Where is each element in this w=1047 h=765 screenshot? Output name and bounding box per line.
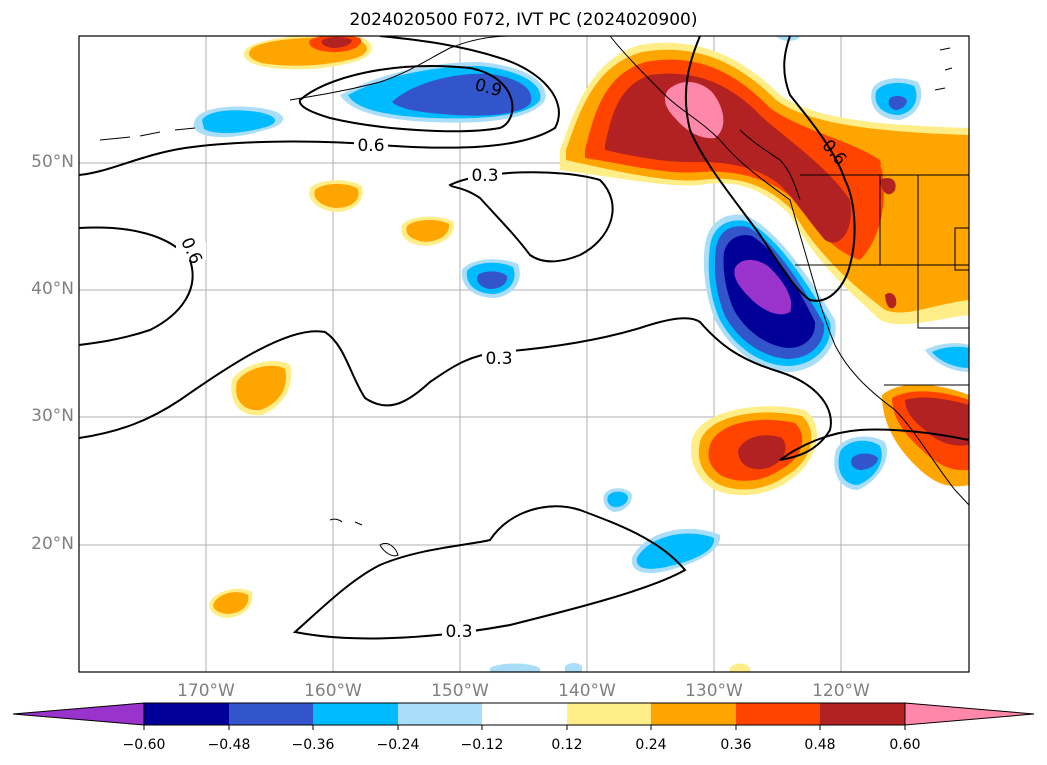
colorbar-frame <box>143 702 906 726</box>
contour-lines <box>79 36 969 640</box>
longitude-label: 160°W <box>304 681 362 701</box>
colorbar-bin <box>398 703 482 725</box>
contour-0.9-north <box>298 65 514 133</box>
colorbar-tick-label: −0.36 <box>291 737 335 753</box>
positive-anomaly-subtropical <box>690 406 817 496</box>
colorbar-tick-label: 0.24 <box>635 737 667 753</box>
negative-anomaly-small <box>193 36 969 672</box>
contour-0.6-pnw <box>684 36 856 302</box>
longitude-label: 140°W <box>558 681 616 701</box>
colorbar <box>12 702 1035 730</box>
contour-0.3-low <box>292 505 687 640</box>
contour-0.3-central <box>448 171 614 263</box>
colorbar-bin <box>820 703 905 725</box>
colorbar-tick-label: −0.24 <box>376 737 420 753</box>
colorbar-tick-label: −0.48 <box>207 737 251 753</box>
colorbar-bin <box>651 703 736 725</box>
longitude-label: 150°W <box>431 681 489 701</box>
colorbar-bin <box>313 703 398 725</box>
colorbar-bin <box>144 703 229 725</box>
gridlines <box>79 36 969 672</box>
latitude-label: 30°N <box>31 406 74 426</box>
longitude-label: 170°W <box>177 681 235 701</box>
colorbar-tick-label: −0.60 <box>122 737 166 753</box>
longitude-label: 130°W <box>685 681 743 701</box>
positive-anomaly-southwest <box>882 384 969 487</box>
contour-label: 0.3 <box>445 622 472 642</box>
colorbar-bin <box>482 703 567 725</box>
colorbar-tick-label: 0.48 <box>804 737 836 753</box>
colorbar-bin <box>736 703 820 725</box>
latitude-label: 20°N <box>31 534 74 554</box>
colorbar-tick-label: 0.36 <box>720 737 752 753</box>
colorbar-extend-min <box>12 702 145 726</box>
map-title: 2024020500 F072, IVT PC (2024020900) <box>349 10 698 30</box>
latitude-label: 40°N <box>31 279 74 299</box>
positive-anomaly-small <box>209 36 750 672</box>
contour-0.6-west <box>79 226 194 346</box>
map-frame <box>78 35 970 673</box>
colorbar-tick-label: −0.12 <box>460 737 504 753</box>
contour-0.6-north <box>79 36 560 176</box>
longitude-label: 120°W <box>812 681 870 701</box>
colorbar-extend-max <box>904 702 1035 726</box>
contour-0.3-ca-closure <box>779 428 969 461</box>
latitude-label: 50°N <box>31 152 74 172</box>
map-area: 0.9 0.6 0.3 0.6 0.3 0.3 0.6 <box>79 36 969 672</box>
contour-label: 0.3 <box>471 166 498 186</box>
negative-anomaly-california <box>703 214 836 372</box>
colorbar-tick-label: 0.60 <box>889 737 921 753</box>
colorbar-bin <box>229 703 313 725</box>
coastlines <box>99 36 969 557</box>
colorbar-bin <box>567 703 651 725</box>
colorbar-tick-label: 0.12 <box>551 737 583 753</box>
contour-label: 0.6 <box>357 136 384 156</box>
contour-label: 0.3 <box>485 349 512 369</box>
positive-anomaly-pacific-northwest <box>560 42 969 325</box>
